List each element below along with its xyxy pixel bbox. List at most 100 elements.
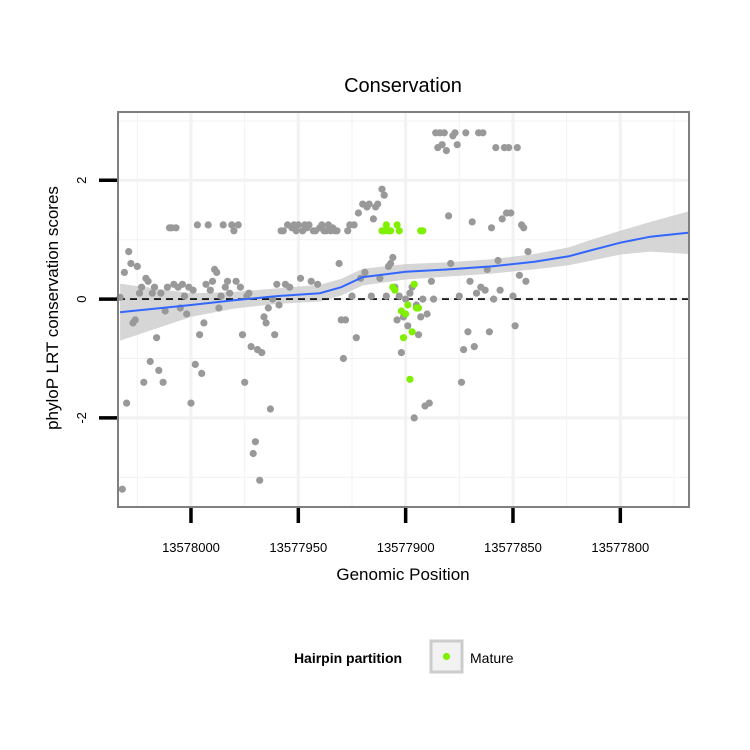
other-point xyxy=(307,277,315,285)
mature-point xyxy=(391,286,399,294)
y-tick-label: -2 xyxy=(74,412,89,424)
mature-point xyxy=(387,227,395,235)
other-point xyxy=(213,268,221,276)
other-point xyxy=(258,349,266,357)
other-point xyxy=(520,224,528,232)
other-point xyxy=(462,129,470,137)
grid-lines xyxy=(118,112,689,507)
other-point xyxy=(157,289,165,297)
other-point xyxy=(419,295,427,303)
other-point xyxy=(515,271,524,279)
legend: Hairpin partition Mature xyxy=(294,639,514,674)
other-point xyxy=(466,277,474,285)
legend-key-mature-dot xyxy=(442,652,451,661)
other-point xyxy=(223,277,232,285)
other-point xyxy=(470,343,478,351)
other-point xyxy=(247,343,255,351)
other-point xyxy=(378,185,386,193)
other-point xyxy=(125,248,133,256)
other-point xyxy=(120,268,128,276)
other-point xyxy=(393,316,401,324)
other-point xyxy=(200,319,208,327)
other-point xyxy=(279,227,287,235)
other-point xyxy=(180,292,189,300)
other-point xyxy=(146,357,154,366)
other-point xyxy=(423,310,431,318)
other-point xyxy=(219,221,227,229)
other-point xyxy=(249,449,257,458)
other-point xyxy=(354,209,362,217)
other-point xyxy=(365,200,373,208)
other-point xyxy=(275,301,283,309)
other-point xyxy=(509,292,517,300)
other-point xyxy=(425,399,433,407)
other-point xyxy=(460,346,468,354)
x-tick-label: 13577900 xyxy=(377,540,435,555)
plot-panel xyxy=(116,111,690,508)
panel-border xyxy=(117,111,690,508)
data-points xyxy=(116,129,532,493)
other-point xyxy=(206,286,214,294)
other-point xyxy=(348,292,356,300)
other-point xyxy=(389,253,397,262)
smooth-trend-line xyxy=(119,231,690,314)
mature-point xyxy=(404,301,412,309)
x-tick-label: 13577850 xyxy=(484,540,542,555)
other-point xyxy=(238,331,247,339)
other-point xyxy=(271,331,279,339)
other-point xyxy=(266,405,274,413)
other-point xyxy=(221,283,229,291)
other-point xyxy=(228,221,236,229)
x-tick-label: 13577950 xyxy=(269,540,327,555)
other-point xyxy=(292,227,300,235)
other-point xyxy=(430,295,438,303)
other-point xyxy=(485,328,493,336)
mature-point xyxy=(395,227,403,235)
other-point xyxy=(241,378,249,386)
other-point xyxy=(341,316,350,324)
other-point xyxy=(406,289,414,297)
other-point xyxy=(481,286,489,294)
other-point xyxy=(236,283,244,291)
other-point xyxy=(505,144,513,152)
other-point xyxy=(131,316,139,324)
other-point xyxy=(260,313,268,321)
x-axis-title: Genomic Position xyxy=(336,565,469,584)
mature-point xyxy=(399,334,408,342)
other-point xyxy=(361,268,369,276)
other-point xyxy=(333,227,341,235)
y-tick-label: 0 xyxy=(74,295,89,302)
other-point xyxy=(135,289,144,297)
other-point xyxy=(150,283,159,291)
other-point xyxy=(374,200,382,208)
other-point xyxy=(511,322,519,330)
other-point xyxy=(522,277,530,285)
other-point xyxy=(445,212,453,220)
other-point xyxy=(230,227,238,235)
other-point xyxy=(440,129,448,137)
other-point xyxy=(369,215,377,223)
other-point xyxy=(376,274,384,282)
other-point xyxy=(487,224,496,232)
other-point xyxy=(217,292,225,300)
other-point xyxy=(339,354,347,363)
other-point xyxy=(492,144,500,152)
other-point xyxy=(494,256,502,265)
other-point xyxy=(382,292,390,300)
other-point xyxy=(453,141,461,149)
other-point xyxy=(193,221,201,229)
other-point xyxy=(234,221,242,229)
x-axis: 13578000 13577950 13577900 13577850 13577800 xyxy=(162,508,649,555)
other-point xyxy=(335,259,343,268)
other-point xyxy=(159,378,167,386)
mature-point xyxy=(393,221,401,229)
other-point xyxy=(496,286,504,294)
other-point xyxy=(178,280,186,288)
other-point xyxy=(215,304,223,312)
other-point xyxy=(380,191,388,199)
other-point xyxy=(245,289,253,297)
other-point xyxy=(172,224,180,232)
other-point xyxy=(314,280,322,288)
chart-title: Conservation xyxy=(344,75,462,97)
other-point xyxy=(140,378,148,386)
